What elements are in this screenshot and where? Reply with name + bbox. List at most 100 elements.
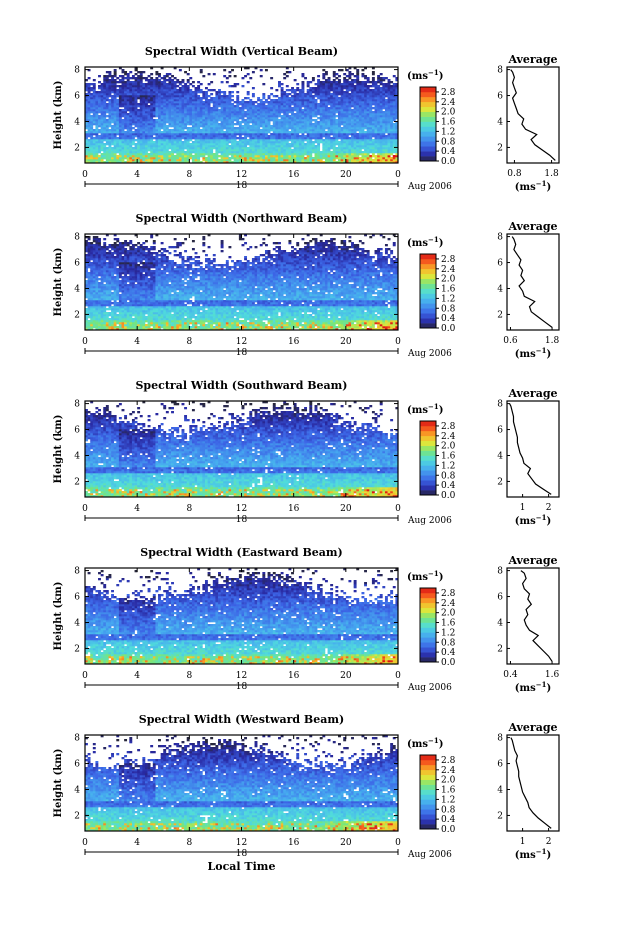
heatmap-cell — [144, 77, 148, 80]
heatmap-cell — [181, 157, 185, 160]
heatmap-cell — [95, 292, 99, 295]
heatmap-cell — [210, 157, 214, 160]
heatmap-cell — [160, 91, 164, 94]
heatmap-cell — [131, 75, 135, 78]
heatmap-cell — [144, 123, 148, 126]
heatmap-cell — [171, 75, 174, 78]
heatmap-cell — [322, 125, 326, 128]
heatmap-cell — [374, 129, 378, 132]
heatmap-cell — [202, 95, 206, 98]
heatmap-cell — [345, 121, 349, 124]
heatmap-cell — [155, 123, 159, 126]
heatmap-cell — [275, 129, 279, 132]
heatmap-cell — [220, 131, 224, 134]
heatmap-cell — [220, 135, 224, 138]
heatmap-cell — [267, 147, 271, 150]
heatmap-cell — [121, 93, 125, 96]
heatmap-cell — [270, 77, 274, 80]
heatmap-cell — [296, 103, 300, 106]
heatmap-cell — [194, 123, 198, 126]
heatmap-cell — [327, 115, 331, 118]
heatmap-cell — [384, 105, 388, 108]
heatmap-cell — [87, 147, 91, 150]
heatmap-cell — [142, 127, 146, 130]
heatmap-cell — [251, 137, 255, 140]
heatmap-cell — [379, 151, 383, 154]
heatmap-cell — [291, 139, 294, 142]
heatmap-cell — [322, 129, 326, 132]
heatmap-cell — [327, 95, 331, 98]
heatmap-cell — [129, 83, 133, 86]
heatmap-cell — [191, 155, 195, 158]
heatmap-cell — [301, 83, 305, 86]
heatmap-cell — [301, 143, 305, 146]
heatmap-cell — [165, 143, 169, 146]
heatmap-cell — [92, 308, 96, 311]
heatmap-cell — [387, 143, 391, 146]
heatmap-cell — [379, 121, 383, 124]
heatmap-cell — [194, 87, 198, 90]
heatmap-cell — [244, 143, 248, 146]
heatmap-cell — [137, 95, 141, 98]
heatmap-cell — [306, 129, 310, 132]
heatmap-cell — [301, 129, 305, 132]
heatmap-cell — [223, 157, 227, 160]
heatmap-cell — [92, 83, 96, 86]
heatmap-cell — [324, 131, 328, 134]
heatmap-cell — [100, 135, 104, 138]
heatmap-cell — [335, 73, 339, 76]
heatmap-cell — [361, 127, 365, 130]
heatmap-cell — [345, 139, 349, 142]
heatmap-cell — [257, 123, 261, 126]
heatmap-cell — [392, 155, 396, 158]
heatmap-cell — [197, 115, 201, 118]
heatmap-cell — [189, 103, 193, 106]
heatmap-cell — [309, 111, 313, 114]
heatmap-cell — [228, 149, 232, 152]
heatmap-cell — [92, 298, 96, 301]
heatmap-cell — [95, 250, 99, 253]
heatmap-cell — [171, 103, 174, 106]
heatmap-cell — [338, 93, 341, 96]
heatmap-cell — [390, 153, 394, 156]
heatmap-cell — [319, 123, 323, 126]
heatmap-cell — [168, 151, 172, 154]
heatmap-cell — [178, 135, 182, 138]
heatmap-cell — [113, 121, 117, 124]
heatmap-cell — [139, 113, 143, 116]
heatmap-cell — [332, 139, 336, 142]
heatmap-cell — [361, 145, 365, 148]
heatmap-cell — [207, 113, 211, 116]
heatmap-cell — [191, 105, 195, 108]
heatmap-cell — [246, 73, 250, 76]
heatmap-cell — [150, 147, 154, 150]
heatmap-cell — [147, 89, 151, 92]
heatmap-cell — [319, 97, 323, 100]
heatmap-cell — [113, 123, 117, 126]
heatmap-cell — [116, 111, 120, 114]
heatmap-cell — [98, 129, 101, 132]
heatmap-cell — [113, 127, 117, 130]
heatmap-cell — [92, 252, 96, 255]
heatmap-cell — [165, 111, 169, 114]
heatmap-cell — [353, 125, 357, 128]
heatmap-cell — [382, 121, 386, 124]
heatmap-cell — [113, 147, 117, 150]
heatmap-cell — [238, 117, 242, 120]
heatmap-cell — [272, 147, 276, 150]
heatmap-cell — [173, 151, 177, 154]
heatmap-cell — [225, 115, 229, 118]
heatmap-cell — [377, 107, 381, 110]
heatmap-cell — [108, 151, 112, 154]
heatmap-cell — [278, 119, 281, 122]
heatmap-cell — [95, 310, 99, 313]
heatmap-cell — [85, 276, 88, 279]
heatmap-cell — [335, 139, 339, 142]
heatmap-cell — [160, 159, 164, 162]
heatmap-cell — [361, 99, 365, 102]
heatmap-cell — [197, 161, 201, 164]
heatmap-cell — [87, 264, 91, 267]
heatmap-cell — [98, 284, 101, 287]
heatmap-cell — [113, 79, 117, 82]
heatmap-cell — [288, 105, 292, 108]
